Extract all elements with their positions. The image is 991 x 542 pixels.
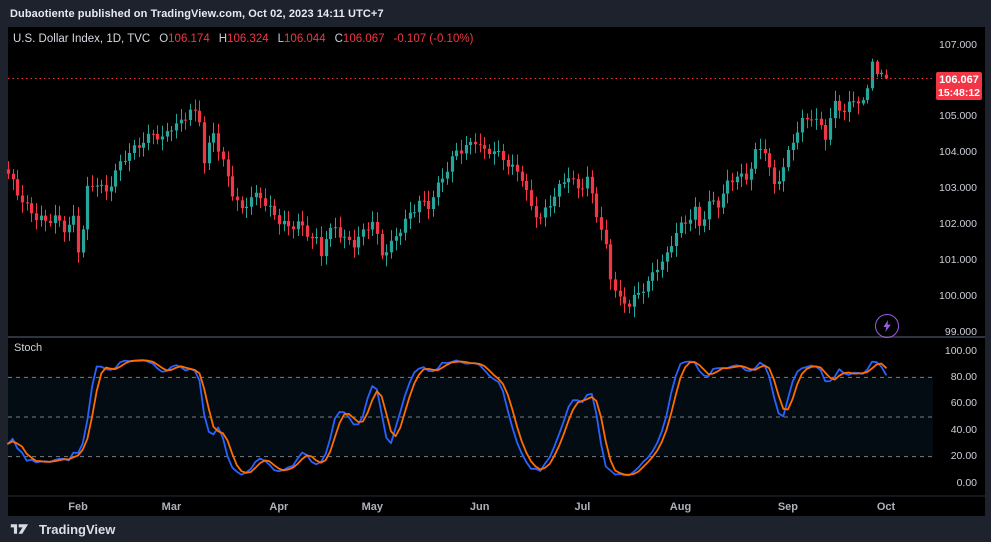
boost-button[interactable] [875,314,899,338]
publish-info-bar: Dubaotiente published on TradingView.com… [0,0,991,27]
tradingview-logo-icon[interactable] [10,522,32,536]
price-scale-label: 104.000 [939,146,977,159]
chart-legend: U.S. Dollar Index, 1D, TVC O106.174 H106.3… [13,33,473,49]
price-scale-label: 107.000 [939,38,977,51]
month-label: Mar [161,501,182,513]
month-label: May [361,501,383,513]
stoch-scale-label: 80.00 [950,370,977,383]
chart-background [8,27,985,516]
month-label: Sep [777,501,799,513]
month-label: Jul [574,501,591,513]
stoch-scale-label: 40.00 [950,423,977,436]
tradingview-brand[interactable]: TradingView [39,521,116,537]
ohlc-o-group: O106.174 [159,33,210,45]
ohlc-l-group: L106.044 [277,33,326,45]
stoch-scale-label: 60.00 [950,397,977,410]
month-label: Oct [876,501,896,513]
price-scale-label: 101.000 [939,253,977,266]
ohlc-c-group: C106.067 [334,33,385,45]
price-scale-label: 103.000 [939,182,977,194]
price-scale-label: 100.000 [939,289,977,302]
month-label: Feb [68,501,88,513]
lightning-icon [883,320,891,332]
change-value: -0.107 (-0.10%) [393,33,474,45]
countdown-timer: 15:48:12 [937,86,981,99]
last-price: 106.067 [939,73,979,86]
month-label: Jun [469,501,490,513]
stoch-d-line [7,359,887,476]
stoch-indicator-label[interactable]: Stoch [14,342,43,354]
last-price-badge: 106.067 15:48:12 [936,72,982,100]
price-scale-label: 99.000 [944,325,977,338]
price-scale-label: 102.000 [939,217,977,230]
ohlc-h-group: H106.324 [218,33,269,45]
footer-bar: TradingView [0,516,991,542]
month-label: Apr [269,501,289,513]
price-scale-label: 105.000 [939,110,977,123]
ohlc-values: O106.174 H106.324 L106.044 C106.067 [150,33,384,45]
month-label: Aug [669,501,692,513]
stoch-scale-label: 0.00 [956,476,977,489]
stoch-scale-label: 20.00 [950,450,977,463]
stoch-scale-label: 100.00 [944,344,977,357]
publish-info-text: Dubaotiente published on TradingView.com… [10,7,384,20]
symbol-title[interactable]: U.S. Dollar Index, 1D, TVC [13,33,151,45]
